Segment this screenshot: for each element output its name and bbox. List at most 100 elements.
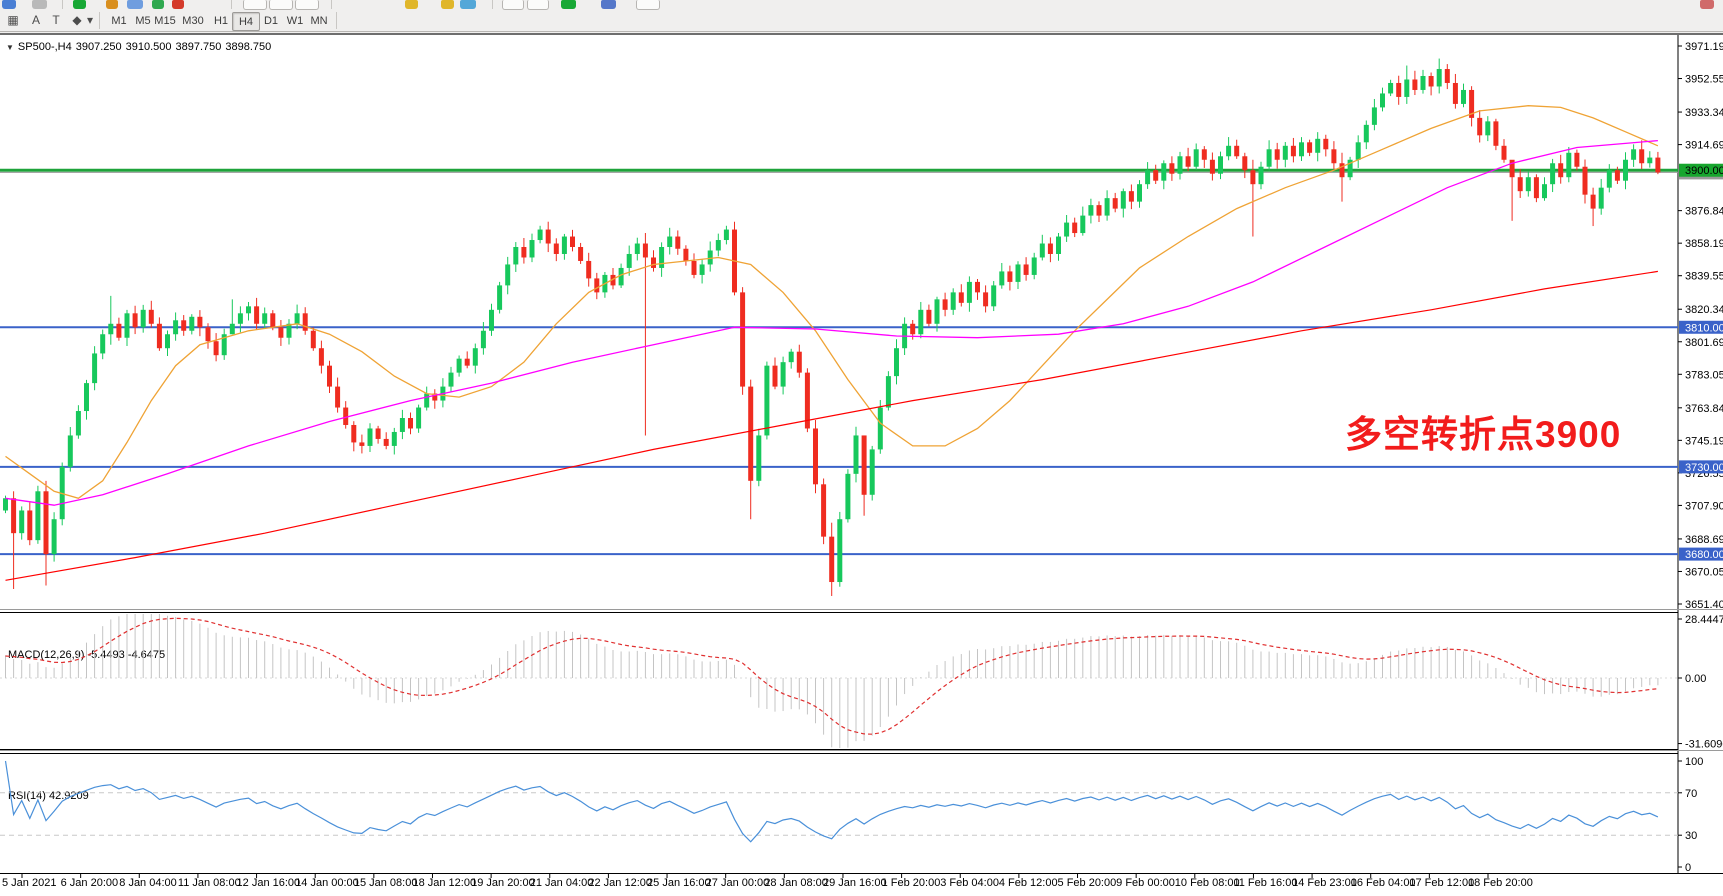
timeframe-m30[interactable]: M30 — [182, 14, 204, 27]
candle-body[interactable] — [1047, 243, 1053, 254]
candle-body[interactable] — [1647, 157, 1653, 164]
timeframe-h1[interactable]: H1 — [213, 14, 229, 27]
candle-body[interactable] — [480, 330, 486, 349]
chevron-down-icon[interactable]: ▼ — [6, 42, 14, 52]
candle-body[interactable] — [254, 306, 260, 324]
candle-body[interactable] — [934, 299, 940, 324]
candle-body[interactable] — [667, 236, 673, 248]
time-axis-label[interactable]: 29 Jan 16:00 — [823, 877, 887, 889]
candle-body[interactable] — [691, 260, 697, 275]
candle-body[interactable] — [343, 407, 349, 425]
candle-body[interactable] — [1218, 156, 1223, 174]
candle-body[interactable] — [1299, 142, 1304, 157]
candle-body[interactable] — [675, 236, 681, 249]
candle-body[interactable] — [391, 431, 397, 446]
candle-body[interactable] — [626, 253, 632, 268]
chart-window[interactable]: ▼ SP500-,H4 3907.250 3910.500 3897.750 3… — [0, 33, 1723, 896]
candle-body[interactable] — [108, 323, 114, 335]
candle-body[interactable] — [278, 327, 284, 338]
candle-body[interactable] — [561, 236, 567, 254]
time-axis-label[interactable]: 17 Feb 12:00 — [1409, 877, 1474, 889]
candle-body[interactable] — [489, 309, 494, 331]
candle-body[interactable] — [1104, 198, 1110, 216]
candle-body[interactable] — [1169, 163, 1175, 174]
candle-body[interactable] — [764, 365, 770, 436]
candle-body[interactable] — [1007, 271, 1013, 282]
candle-body[interactable] — [1290, 145, 1296, 157]
candle-body[interactable] — [1355, 142, 1361, 160]
candle-body[interactable] — [1153, 170, 1159, 181]
candle-body[interactable] — [75, 411, 81, 436]
candle-body[interactable] — [1161, 163, 1167, 181]
candle-body[interactable] — [1201, 149, 1207, 160]
candle-body[interactable] — [659, 247, 665, 268]
candle-body[interactable] — [3, 498, 8, 511]
candle-body[interactable] — [999, 271, 1005, 286]
candle-body[interactable] — [19, 510, 25, 534]
candle-body[interactable] — [464, 358, 470, 366]
candle-body[interactable] — [975, 281, 980, 293]
candle-body[interactable] — [1193, 149, 1199, 167]
candle-body[interactable] — [1258, 166, 1264, 185]
time-axis-label[interactable]: 5 Jan 2021 — [2, 877, 56, 889]
candle-body[interactable] — [1226, 145, 1232, 157]
candle-body[interactable] — [618, 267, 624, 286]
candle-body[interactable] — [270, 313, 276, 328]
candle-body[interactable] — [610, 274, 616, 286]
time-axis-label[interactable]: 11 Jan 08:00 — [178, 877, 241, 889]
candle-body[interactable] — [1623, 159, 1628, 181]
candle-body[interactable] — [877, 407, 883, 450]
candle-body[interactable] — [1509, 159, 1515, 178]
candle-body[interactable] — [165, 334, 170, 349]
candle-body[interactable] — [1250, 170, 1256, 185]
candle-body[interactable] — [1525, 177, 1531, 192]
candle-body[interactable] — [1347, 159, 1353, 178]
candle-body[interactable] — [966, 281, 972, 303]
candle-body[interactable] — [286, 323, 292, 338]
history-icon[interactable] — [601, 0, 616, 9]
candle-body[interactable] — [189, 316, 195, 331]
candle-body[interactable] — [1363, 124, 1369, 143]
candle-body[interactable] — [845, 473, 851, 520]
candle-body[interactable] — [586, 260, 592, 279]
candle-body[interactable] — [456, 358, 462, 373]
candle-body[interactable] — [861, 435, 867, 495]
candle-body[interactable] — [1064, 222, 1070, 237]
candle-body[interactable] — [1614, 170, 1620, 181]
candle-body[interactable] — [156, 323, 162, 349]
cursor-icon[interactable] — [405, 0, 418, 9]
time-axis-label[interactable]: 18 Jan 12:00 — [412, 877, 476, 889]
candle-body[interactable] — [1080, 215, 1086, 234]
candle-body[interactable] — [132, 313, 138, 328]
time-axis-label[interactable]: 16 Feb 04:00 — [1351, 877, 1416, 889]
candle-body[interactable] — [853, 435, 859, 474]
candle-body[interactable] — [1056, 236, 1061, 254]
candle-body[interactable] — [1096, 205, 1102, 216]
candle-body[interactable] — [578, 247, 584, 261]
candle-body[interactable] — [983, 292, 989, 307]
candle-body[interactable] — [1023, 264, 1029, 275]
candle-body[interactable] — [537, 229, 543, 241]
candle-body[interactable] — [885, 376, 891, 408]
candle-body[interactable] — [545, 229, 551, 244]
shapes-dropdown[interactable]: ▾ — [86, 13, 94, 27]
candle-body[interactable] — [310, 330, 316, 349]
add-indicator-icon[interactable] — [73, 0, 86, 9]
candle-body[interactable] — [327, 365, 332, 387]
candle-body[interactable] — [788, 351, 794, 363]
candle-body[interactable] — [84, 383, 89, 412]
candle-body[interactable] — [910, 323, 916, 335]
candle-body[interactable] — [35, 491, 41, 541]
new-chart-icon[interactable] — [2, 0, 16, 9]
time-axis-label[interactable]: 10 Feb 08:00 — [1175, 877, 1240, 889]
time-axis-label[interactable]: 4 Feb 12:00 — [999, 877, 1058, 889]
time-axis-label[interactable]: 22 Jan 12:00 — [588, 877, 652, 889]
candle-body[interactable] — [1582, 166, 1588, 195]
candle-body[interactable] — [1493, 121, 1499, 146]
candle-body[interactable] — [1574, 152, 1580, 167]
candle-body[interactable] — [11, 498, 17, 534]
candle-body[interactable] — [375, 428, 381, 439]
candle-body[interactable] — [67, 435, 73, 467]
candle-body[interactable] — [1542, 184, 1547, 199]
candle-body[interactable] — [1274, 149, 1280, 160]
